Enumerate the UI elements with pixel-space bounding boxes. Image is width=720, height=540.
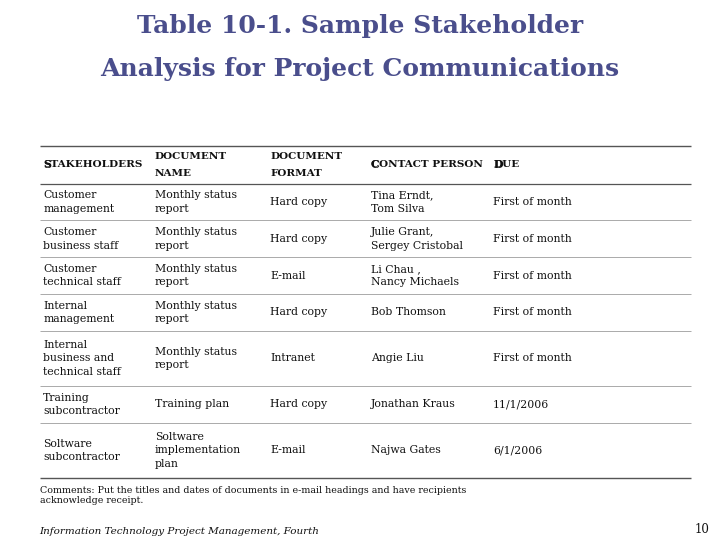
Text: Jonathan Kraus: Jonathan Kraus xyxy=(371,399,456,409)
Text: Monthly status: Monthly status xyxy=(155,227,237,237)
Text: 6/1/2006: 6/1/2006 xyxy=(493,446,542,455)
Text: Monthly status: Monthly status xyxy=(155,301,237,310)
Text: management: management xyxy=(43,314,114,324)
Text: Training: Training xyxy=(43,393,90,403)
Text: Soltware: Soltware xyxy=(155,432,204,442)
Text: subcontractor: subcontractor xyxy=(43,452,120,462)
Text: Customer: Customer xyxy=(43,190,96,200)
Text: management: management xyxy=(43,204,114,214)
Text: Hard copy: Hard copy xyxy=(270,399,327,409)
Text: NAME: NAME xyxy=(155,168,192,178)
Text: report: report xyxy=(155,204,189,214)
Text: First of month: First of month xyxy=(493,197,572,207)
Text: Soltware: Soltware xyxy=(43,438,92,449)
Text: C: C xyxy=(371,159,379,170)
Text: report: report xyxy=(155,278,189,287)
Text: plan: plan xyxy=(155,459,179,469)
Text: report: report xyxy=(155,360,189,370)
Text: First of month: First of month xyxy=(493,234,572,244)
Text: subcontractor: subcontractor xyxy=(43,406,120,416)
Text: Internal: Internal xyxy=(43,340,87,350)
Text: report: report xyxy=(155,314,189,324)
Text: Najwa Gates: Najwa Gates xyxy=(371,446,441,455)
Text: report: report xyxy=(155,240,189,251)
Text: Li Chau ,: Li Chau , xyxy=(371,264,420,274)
Text: DUE: DUE xyxy=(493,160,519,169)
Text: business staff: business staff xyxy=(43,240,119,251)
Text: Angie Liu: Angie Liu xyxy=(371,353,423,363)
Text: Comments: Put the titles and dates of documents in e-mail headings and have reci: Comments: Put the titles and dates of do… xyxy=(40,486,466,505)
Text: E-mail: E-mail xyxy=(270,446,305,455)
Text: Monthly status: Monthly status xyxy=(155,190,237,200)
Text: Internal: Internal xyxy=(43,301,87,310)
Text: DOCUMENT: DOCUMENT xyxy=(270,152,342,161)
Text: Monthly status: Monthly status xyxy=(155,264,237,274)
Text: Hard copy: Hard copy xyxy=(270,197,327,207)
Text: 10: 10 xyxy=(694,523,709,536)
Text: STAKEHOLDERS: STAKEHOLDERS xyxy=(43,160,143,169)
Text: Julie Grant,: Julie Grant, xyxy=(371,227,434,237)
Text: technical staff: technical staff xyxy=(43,367,121,377)
Text: First of month: First of month xyxy=(493,353,572,363)
Text: Monthly status: Monthly status xyxy=(155,347,237,356)
Text: Analysis for Project Communications: Analysis for Project Communications xyxy=(100,57,620,80)
Text: Stakeholders: Stakeholders xyxy=(43,160,120,169)
Text: Nancy Michaels: Nancy Michaels xyxy=(371,278,459,287)
Text: implementation: implementation xyxy=(155,446,241,455)
Text: Customer: Customer xyxy=(43,227,96,237)
Text: Contact Person: Contact Person xyxy=(371,160,459,169)
Text: FORMAT: FORMAT xyxy=(270,168,322,178)
Text: business and: business and xyxy=(43,353,114,363)
Text: Sergey Cristobal: Sergey Cristobal xyxy=(371,240,463,251)
Text: Tom Silva: Tom Silva xyxy=(371,204,424,214)
Text: Customer: Customer xyxy=(43,264,96,274)
Text: Tina Erndt,: Tina Erndt, xyxy=(371,190,433,200)
Text: First of month: First of month xyxy=(493,307,572,318)
Text: Hard copy: Hard copy xyxy=(270,307,327,318)
Text: CONTACT PERSON: CONTACT PERSON xyxy=(371,160,482,169)
Text: Bob Thomson: Bob Thomson xyxy=(371,307,446,318)
Text: DOCUMENT: DOCUMENT xyxy=(155,152,227,161)
Text: S: S xyxy=(43,159,51,170)
Text: Intranet: Intranet xyxy=(270,353,315,363)
Text: Training plan: Training plan xyxy=(155,399,229,409)
Text: D: D xyxy=(493,159,503,170)
Text: technical staff: technical staff xyxy=(43,278,121,287)
Text: Hard copy: Hard copy xyxy=(270,234,327,244)
Text: Table 10-1. Sample Stakeholder: Table 10-1. Sample Stakeholder xyxy=(137,14,583,37)
Text: First of month: First of month xyxy=(493,271,572,281)
Text: 11/1/2006: 11/1/2006 xyxy=(493,399,549,409)
Text: Due: Due xyxy=(493,160,516,169)
Text: Information Technology Project Management, Fourth: Information Technology Project Managemen… xyxy=(40,526,320,536)
Text: E-mail: E-mail xyxy=(270,271,305,281)
